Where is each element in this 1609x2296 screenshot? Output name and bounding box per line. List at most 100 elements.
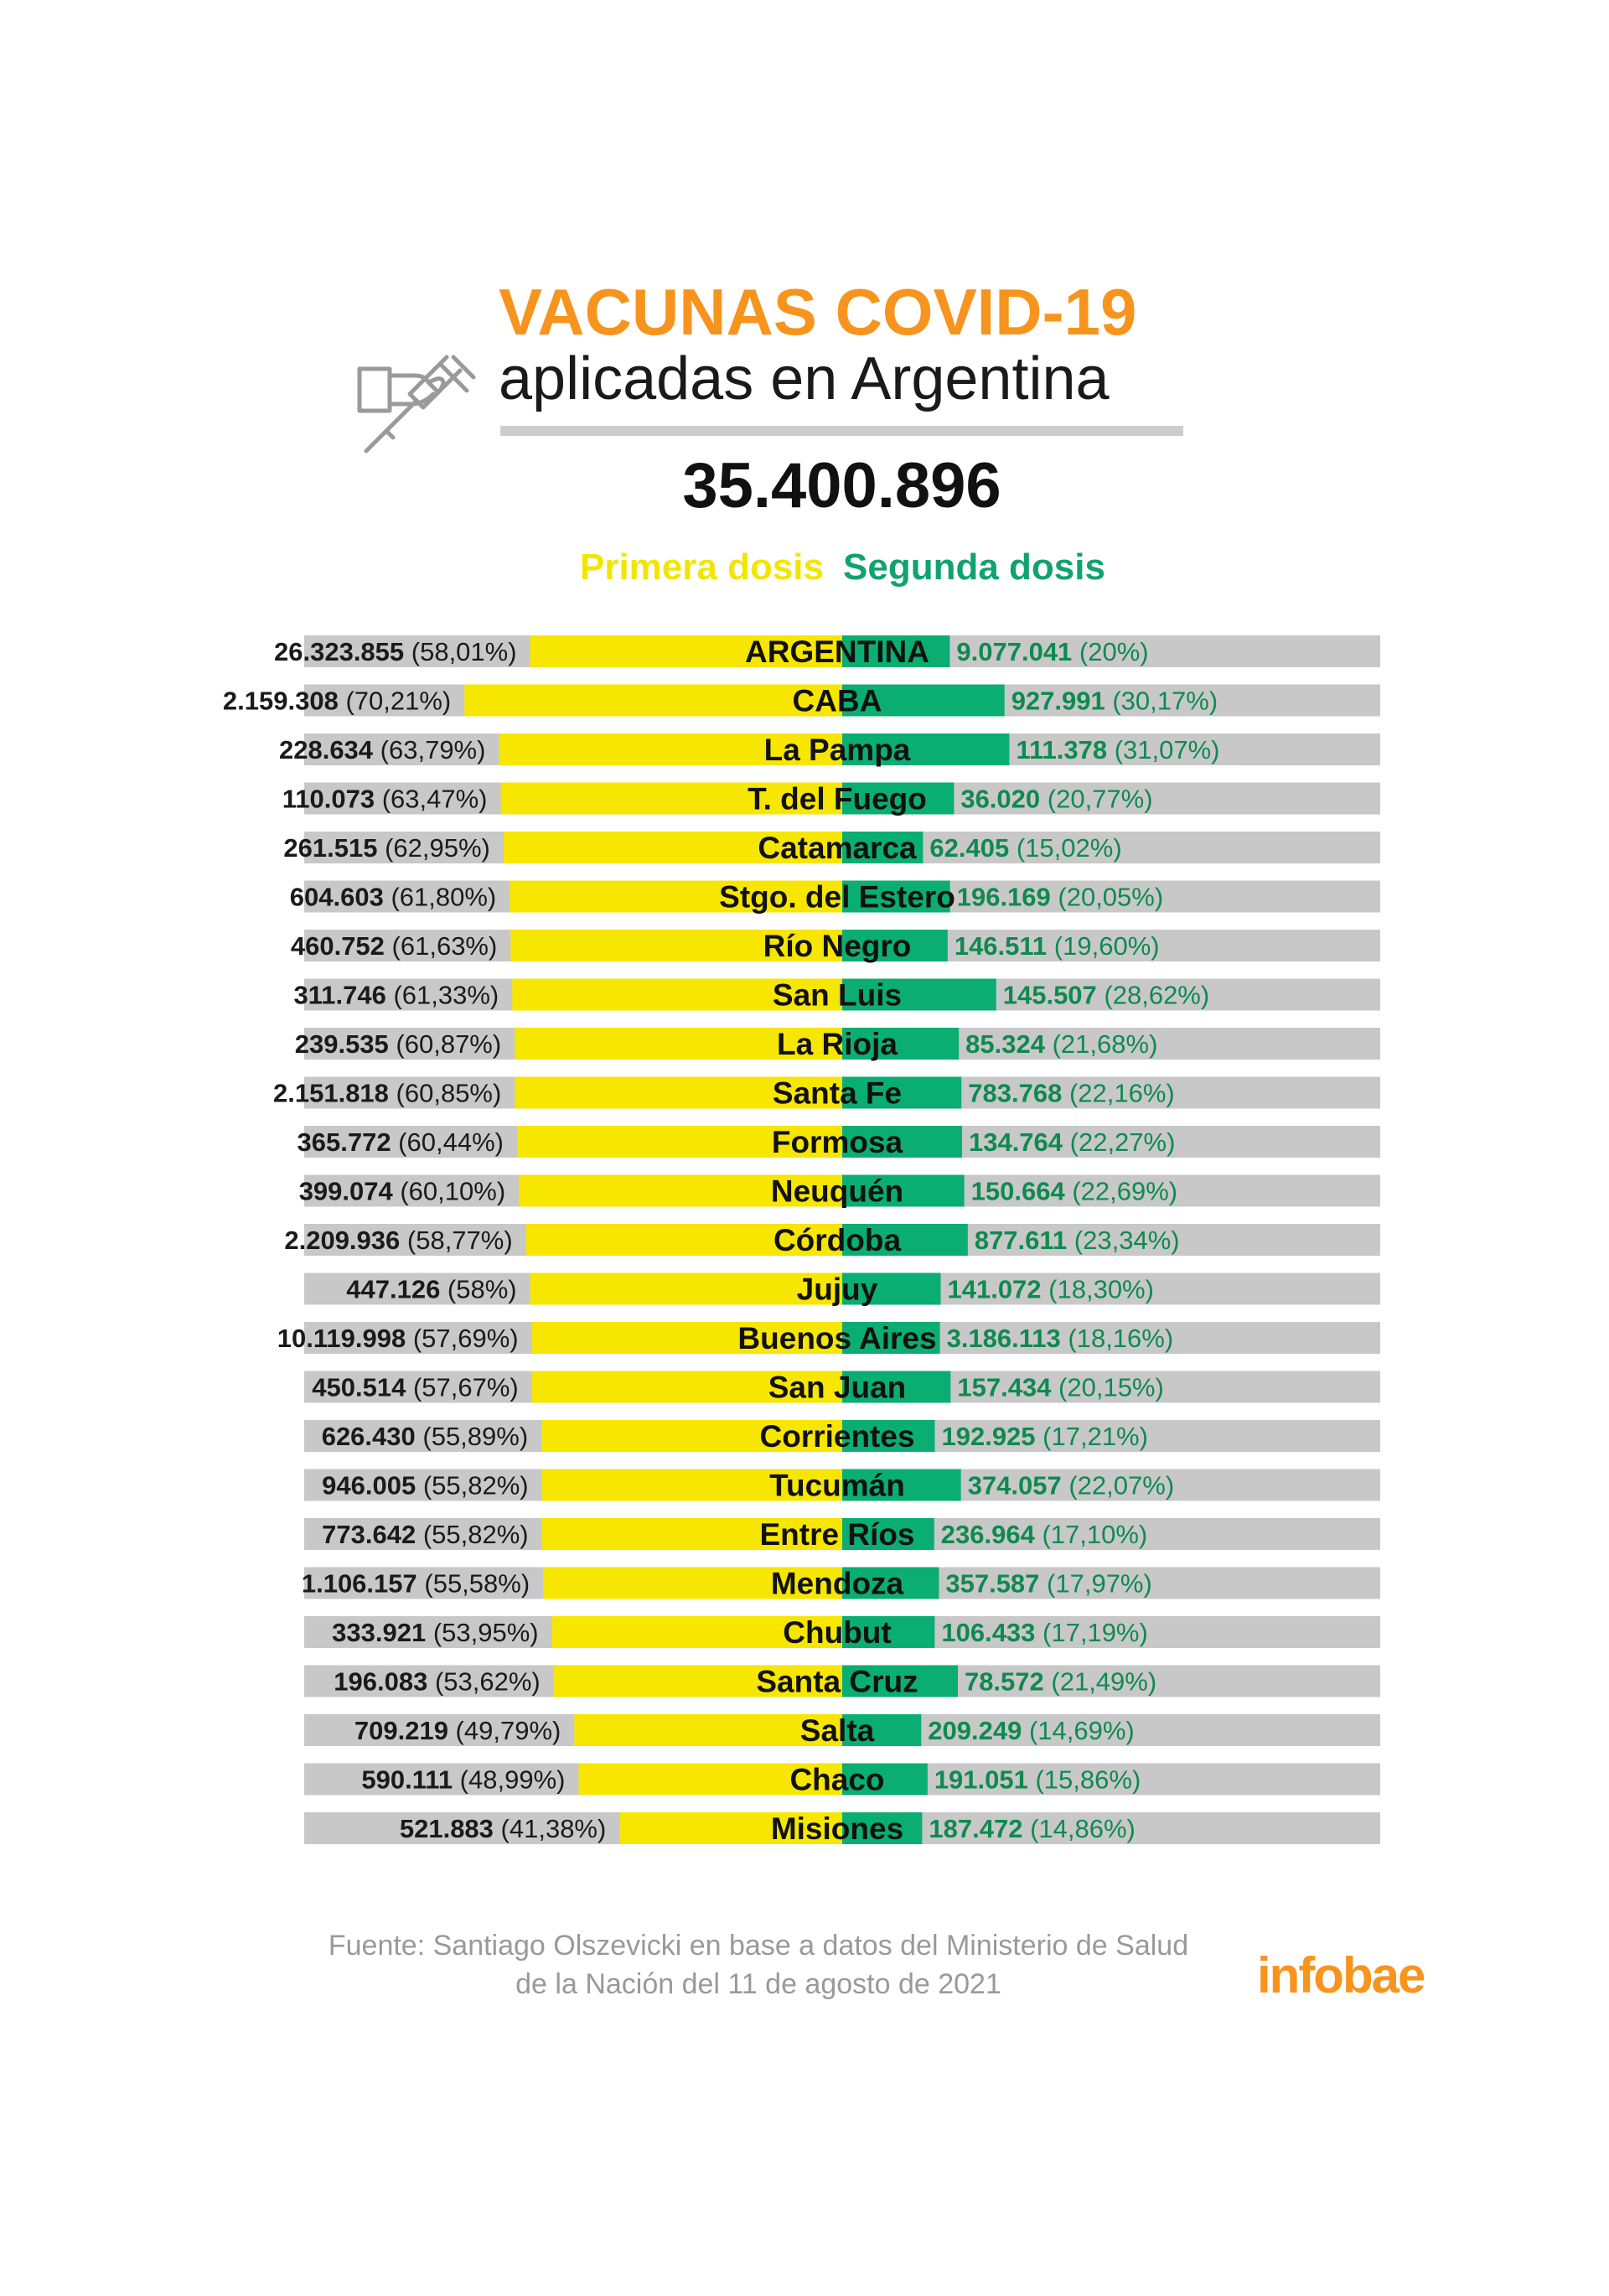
label-second-dose: 111.378 (31,07%) [1016,735,1219,764]
label-second-dose: 783.768 (22,16%) [968,1079,1174,1108]
label-first-dose: 239.535 (60,87%) [295,1029,501,1059]
label-second-dose: 62.405 (15,02%) [929,833,1121,863]
label-second-dose: 877.611 (23,34%) [975,1226,1180,1255]
bar-second-dose [842,1567,939,1599]
label-second-dose: 236.964 (17,10%) [941,1520,1147,1549]
label-first-dose: 946.005 (55,82%) [322,1471,528,1500]
bar-second-dose [842,1028,960,1060]
legend-second-dose: Segunda dosis [843,547,1105,588]
bar-first-dose [525,1224,842,1256]
label-province: Misiones [771,1811,903,1846]
bar-first-dose [512,978,842,1011]
bar-second-dose [842,832,923,863]
label-second-dose: 196.169 (20,05%) [957,883,1163,912]
label-first-dose: 2.209.936 (58,77%) [284,1226,512,1255]
label-first-dose: 450.514 (57,67%) [312,1373,518,1402]
label-second-dose: 78.572 (21,49%) [965,1667,1156,1697]
label-province: Mendoza [771,1567,904,1601]
bar-second-dose [842,1714,922,1746]
label-second-dose: 357.587 (17,97%) [945,1569,1151,1599]
label-first-dose: 709.219 (49,79%) [354,1716,561,1745]
label-first-dose: 399.074 (60,10%) [299,1177,505,1206]
label-second-dose: 3.186.113 (18,16%) [947,1324,1174,1353]
label-province: T. del Fuego [748,782,927,816]
label-first-dose: 311.746 (61,33%) [293,981,499,1010]
bar-second-dose [842,1469,961,1501]
label-second-dose: 374.057 (22,07%) [968,1471,1174,1500]
label-province: Corrientes [759,1419,914,1454]
label-province: ARGENTINA [745,635,929,669]
source-note: Fuente: Santiago Olszevicki en base a da… [302,1926,1215,2003]
total-doses: 35.400.896 [682,450,1001,521]
bar-first-dose [499,733,842,765]
label-first-dose: 110.073 (63,47%) [282,785,488,814]
label-province: CABA [793,684,882,718]
bar-first-dose [500,782,842,815]
bar-second-dose [842,1420,935,1452]
label-second-dose: 85.324 (21,68%) [965,1029,1157,1059]
label-province: Salta [800,1713,875,1748]
label-province: Stgo. del Estero [719,880,955,915]
label-first-dose: 521.883 (41,38%) [400,1814,606,1843]
label-second-dose: 150.664 (22,69%) [971,1177,1177,1206]
label-province: La Rioja [777,1027,898,1061]
label-province: Jujuy [797,1272,878,1307]
label-province: Chubut [783,1615,891,1650]
bar-first-dose [515,1028,842,1060]
bar-second-dose [842,1665,958,1697]
label-second-dose: 36.020 (20,77%) [960,785,1152,814]
label-first-dose: 447.126 (58%) [346,1275,516,1304]
title-block: VACUNAS COVID-19 aplicadas en Argentina [499,277,1186,411]
label-first-dose: 365.772 (60,44%) [297,1127,504,1157]
bar-first-dose [510,930,842,961]
bar-second-dose [842,1616,935,1648]
label-province: Catamarca [758,831,917,865]
vaccination-bar-chart: 26.323.855 (58,01%) ARGENTINA 9.077.041 (2… [223,635,1380,1846]
label-first-dose: 773.642 (55,82%) [322,1520,528,1549]
bar-second-dose [842,1812,923,1844]
bar-second-dose [842,930,948,961]
label-first-dose: 333.921 (53,95%) [332,1618,538,1647]
label-second-dose: 134.764 (22,27%) [969,1127,1175,1157]
bar-second-dose [842,1371,951,1403]
bar-first-dose [541,1420,842,1452]
source-line-1: Fuente: Santiago Olszevicki en base a da… [328,1930,1189,1962]
label-province: Neuquén [771,1174,903,1209]
label-province: Córdoba [773,1223,902,1257]
label-first-dose: 460.752 (61,63%) [291,931,497,961]
bar-first-dose [510,880,842,913]
bar-first-dose [519,1174,842,1207]
bar-first-dose [574,1714,842,1746]
legend-first-dose: Primera dosis [579,547,824,588]
label-first-dose: 2.159.308 (70,21%) [223,687,451,716]
label-second-dose: 146.511 (19,60%) [955,931,1160,961]
bar-second-dose [842,1322,940,1354]
label-province: La Pampa [764,733,911,767]
bar-first-dose [541,1518,842,1550]
label-second-dose: 209.249 (14,69%) [928,1716,1134,1745]
label-second-dose: 927.991 (30,17%) [1011,687,1218,716]
bar-second-dose [842,1224,968,1256]
syringe-hand-icon [357,355,476,453]
label-first-dose: 26.323.855 (58,01%) [274,637,517,666]
label-second-dose: 192.925 (17,21%) [941,1422,1147,1451]
label-province: Formosa [772,1125,903,1159]
label-province: San Juan [768,1371,907,1405]
bar-first-dose [619,1812,842,1844]
infobae-logo: infobae [1257,1947,1425,2003]
label-province: Tucumán [769,1469,905,1503]
bar-first-dose [515,1076,842,1109]
bar-second-dose [842,1272,941,1305]
bar-first-dose [464,684,842,717]
label-first-dose: 228.634 (63,79%) [279,735,485,764]
label-second-dose: 157.434 (20,15%) [957,1373,1163,1402]
bar-second-dose [842,782,955,815]
bar-second-dose [842,1763,928,1796]
source-line-2: de la Nación del 11 de agosto de 2021 [515,1968,1001,2000]
label-first-dose: 10.119.998 (57,69%) [277,1324,519,1353]
label-first-dose: 196.083 (53,62%) [334,1667,540,1697]
bar-second-dose [842,880,950,913]
chart-subtitle: aplicadas en Argentina [499,345,1110,412]
bar-first-dose [541,1469,842,1501]
chart-title: VACUNAS COVID-19 [499,275,1137,349]
